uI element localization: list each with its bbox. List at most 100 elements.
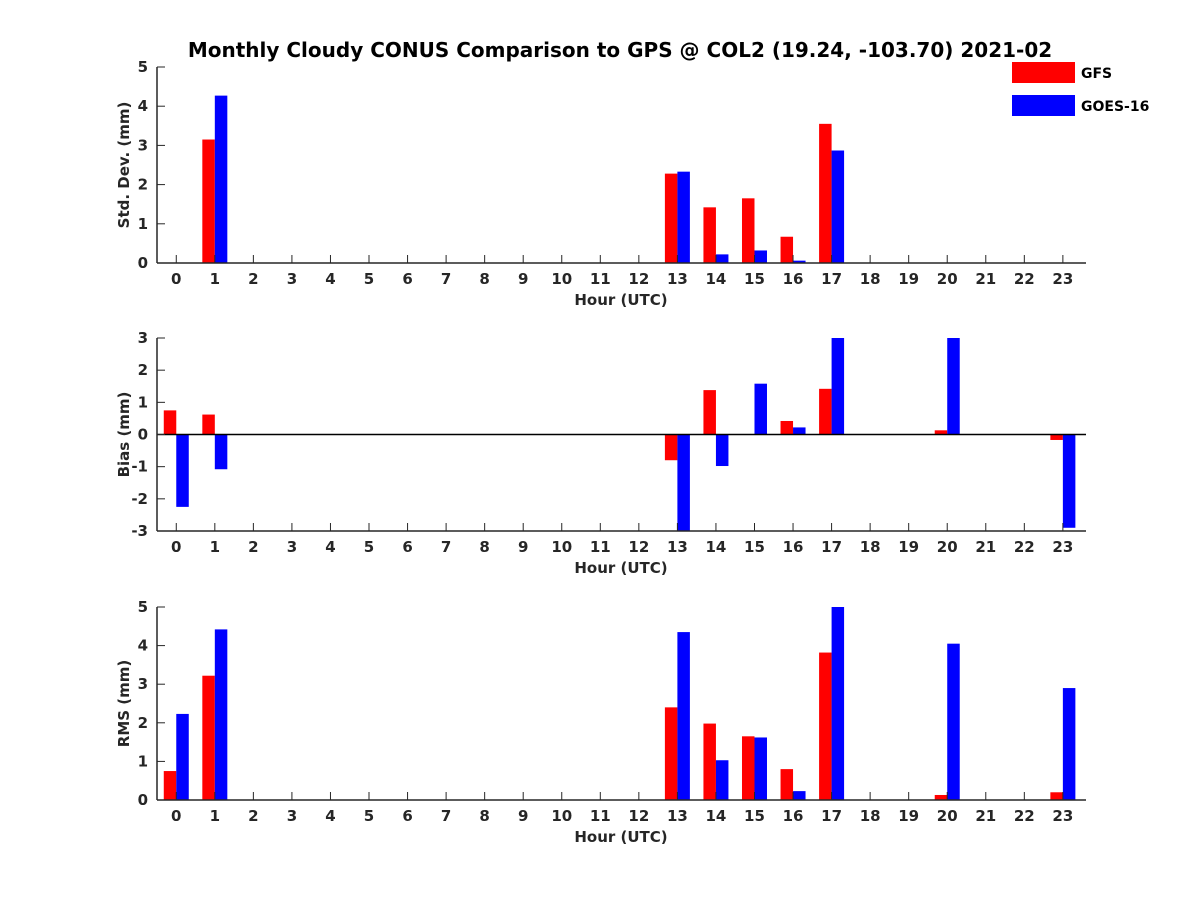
x-tick-label: 9	[518, 270, 528, 288]
x-tick-label: 7	[441, 807, 451, 825]
x-tick-label: 8	[479, 538, 489, 556]
bar-goes-16-hour-20	[947, 338, 960, 435]
x-tick-label: 20	[937, 270, 958, 288]
bar-gfs-hour-20	[934, 430, 948, 435]
bar-goes-16-hour-17	[831, 607, 845, 800]
legend-label-goes-16: GOES-16	[1081, 99, 1149, 115]
bar-goes-16-hour-14	[715, 434, 729, 467]
x-tick-label: 22	[1014, 807, 1035, 825]
x-tick-label: 8	[479, 807, 489, 825]
x-tick-label: 16	[783, 538, 804, 556]
bar-gfs-hour-13	[664, 707, 678, 800]
x-tick-label: 4	[325, 270, 335, 288]
x-tick-label: 17	[821, 538, 842, 556]
bar-goes-16-hour-23	[1062, 688, 1076, 800]
x-tick-label: 1	[210, 538, 220, 556]
x-tick-label: 10	[551, 270, 572, 288]
x-tick-label: 12	[628, 538, 649, 556]
bar-gfs-hour-23	[1050, 434, 1063, 440]
y-tick-label: 0	[138, 426, 148, 444]
legend-swatch-gfs	[1012, 62, 1075, 83]
bar-goes-16-hour-15	[754, 737, 767, 800]
x-tick-label: 19	[898, 270, 919, 288]
y-axis-label: Std. Dev. (mm)	[115, 102, 133, 229]
bar-gfs-hour-20	[934, 794, 948, 800]
x-tick-label: 2	[248, 807, 258, 825]
x-tick-label: 15	[744, 538, 765, 556]
bar-gfs-hour-14	[703, 723, 716, 800]
x-tick-label: 14	[706, 807, 727, 825]
bar-gfs-hour-0	[163, 771, 177, 800]
x-tick-label: 3	[287, 538, 297, 556]
x-tick-label: 19	[898, 807, 919, 825]
y-tick-label: 1	[138, 752, 148, 770]
x-tick-label: 10	[551, 538, 572, 556]
x-tick-label: 18	[860, 270, 881, 288]
y-tick-label: 3	[138, 136, 148, 154]
bar-gfs-hour-16	[780, 769, 794, 800]
y-tick-label: -1	[131, 458, 148, 476]
x-tick-label: 9	[518, 807, 528, 825]
bar-goes-16-hour-1	[214, 434, 228, 470]
y-tick-label: 2	[138, 361, 148, 379]
x-tick-label: 8	[479, 270, 489, 288]
y-tick-label: 0	[138, 791, 148, 809]
x-tick-label: 20	[937, 807, 958, 825]
bar-gfs-hour-13	[664, 173, 678, 263]
x-tick-label: 5	[364, 807, 374, 825]
x-tick-label: 0	[171, 270, 181, 288]
y-tick-label: 5	[138, 58, 148, 76]
x-tick-label: 13	[667, 270, 688, 288]
bar-gfs-hour-14	[703, 207, 716, 263]
bar-goes-16-hour-0	[176, 713, 189, 800]
bar-gfs-hour-1	[202, 414, 215, 435]
x-tick-label: 20	[937, 538, 958, 556]
y-tick-label: 5	[138, 598, 148, 616]
bar-gfs-hour-1	[202, 139, 215, 263]
x-tick-label: 11	[590, 270, 611, 288]
x-axis-label: Hour (UTC)	[574, 828, 667, 846]
x-tick-label: 5	[364, 538, 374, 556]
x-tick-label: 1	[210, 270, 220, 288]
x-tick-label: 17	[821, 807, 842, 825]
bar-gfs-hour-17	[819, 123, 832, 263]
bar-goes-16-hour-13	[677, 632, 690, 800]
bar-goes-16-hour-1	[214, 95, 228, 264]
bar-gfs-hour-17	[819, 388, 832, 435]
x-tick-label: 7	[441, 538, 451, 556]
x-tick-label: 19	[898, 538, 919, 556]
x-tick-label: 0	[171, 807, 181, 825]
y-tick-label: 1	[138, 215, 148, 233]
x-tick-label: 12	[628, 270, 649, 288]
x-tick-label: 15	[744, 807, 765, 825]
bar-goes-16-hour-14	[715, 254, 729, 263]
bar-goes-16-hour-13	[677, 434, 690, 531]
bar-goes-16-hour-14	[715, 760, 729, 800]
bar-gfs-hour-15	[741, 736, 755, 800]
bar-goes-16-hour-23	[1062, 434, 1076, 528]
bar-gfs-hour-1	[202, 675, 215, 800]
x-tick-label: 6	[402, 270, 412, 288]
y-tick-label: 0	[138, 254, 148, 272]
y-tick-label: 1	[138, 393, 148, 411]
x-tick-label: 5	[364, 270, 374, 288]
x-tick-label: 4	[325, 807, 335, 825]
x-tick-label: 3	[287, 807, 297, 825]
bar-goes-16-hour-15	[754, 383, 767, 435]
x-tick-label: 4	[325, 538, 335, 556]
bar-gfs-hour-0	[163, 410, 177, 435]
x-tick-label: 6	[402, 538, 412, 556]
x-tick-label: 11	[590, 807, 611, 825]
bar-gfs-hour-17	[819, 652, 832, 800]
x-axis-label: Hour (UTC)	[574, 291, 667, 309]
bar-gfs-hour-15	[741, 198, 755, 263]
bar-gfs-hour-14	[703, 390, 716, 435]
legend-swatch-goes-16	[1012, 95, 1075, 116]
x-tick-label: 22	[1014, 270, 1035, 288]
x-tick-label: 23	[1052, 807, 1073, 825]
x-tick-label: 13	[667, 807, 688, 825]
y-tick-label: 3	[138, 329, 148, 347]
bar-goes-16-hour-17	[831, 150, 845, 263]
